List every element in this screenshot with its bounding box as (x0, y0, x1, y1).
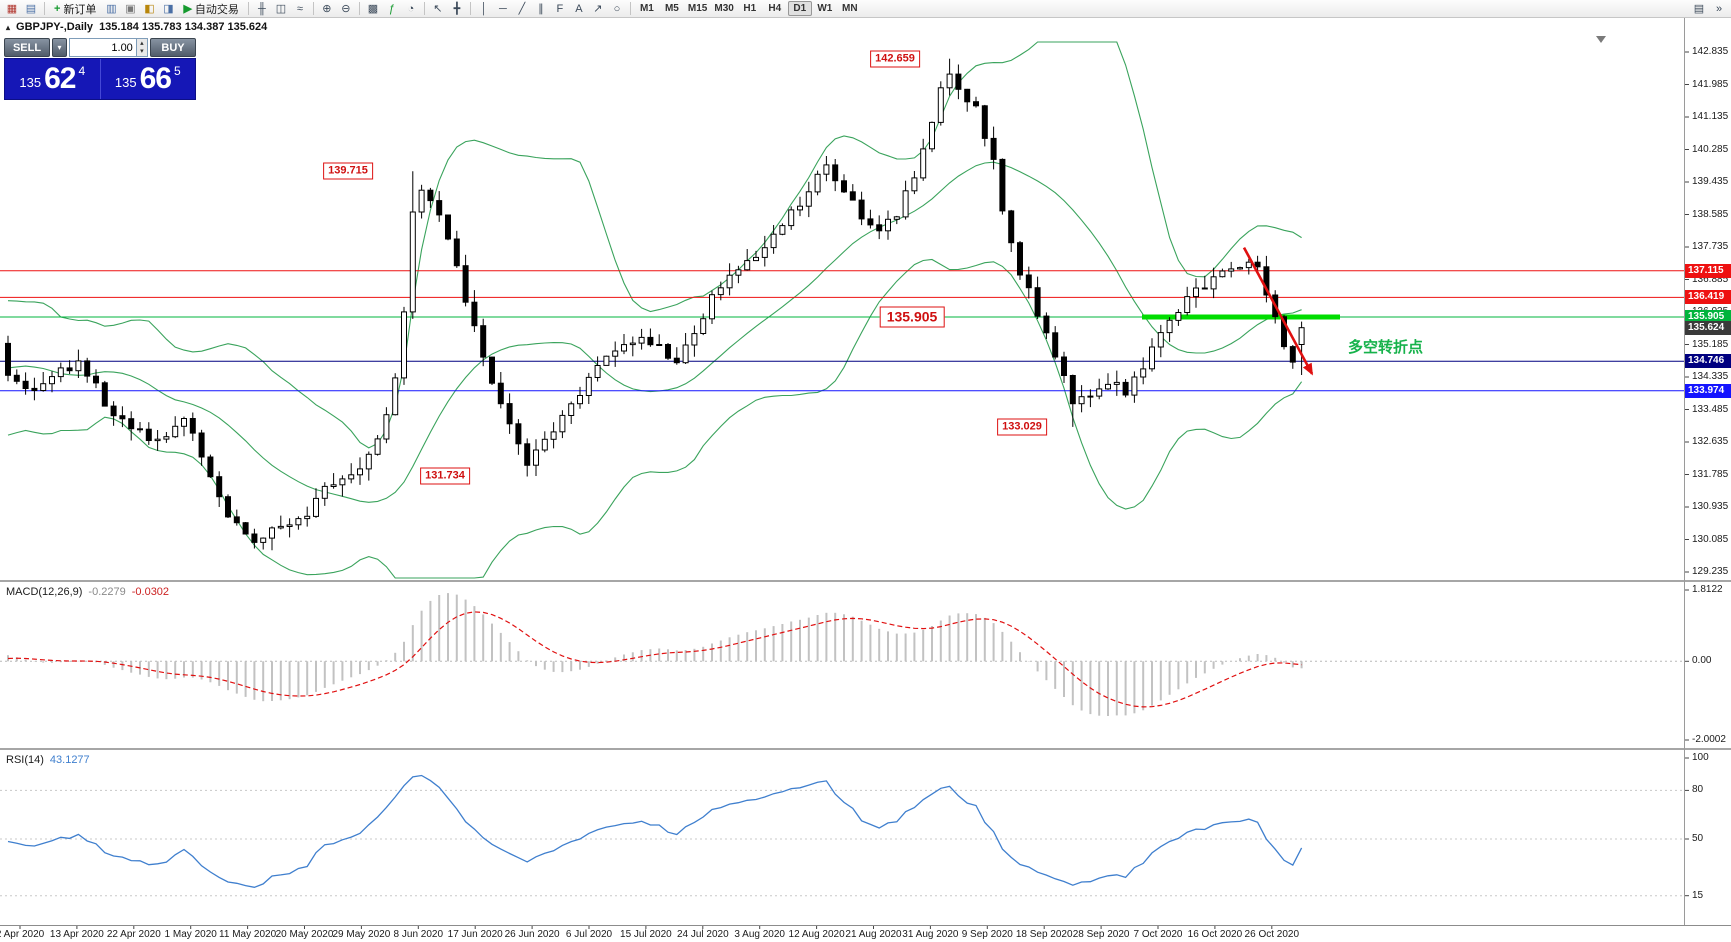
toolbars-menu-icon[interactable]: ▤ (1693, 3, 1705, 15)
timeframe-m15-button[interactable]: M15 (687, 3, 708, 14)
vertical-line-icon[interactable]: │ (480, 2, 488, 15)
trend-arrow[interactable] (1242, 246, 1314, 376)
volume-input[interactable] (70, 39, 136, 56)
buy-price-prefix: 135 (114, 74, 137, 90)
timeframe-w1-button[interactable]: W1 (817, 3, 833, 14)
sell-price-sup: 4 (78, 64, 86, 78)
volume-box: ▴ ▾ (69, 38, 148, 57)
candlestick-chart-icon[interactable]: ◫ (275, 3, 287, 15)
chart-icon: ▴ (6, 22, 11, 32)
periods-icon[interactable]: ◔ (407, 2, 415, 15)
toolbar-separator (358, 2, 360, 15)
timeframe-m5-button[interactable]: M5 (664, 3, 679, 14)
tile-windows-icon[interactable]: ▩ (367, 3, 379, 15)
timeframe-mn-button[interactable]: MN (842, 3, 858, 14)
horizontal-line-icon[interactable]: ─ (499, 2, 507, 15)
trend-annotation[interactable]: 多空转折点 (1348, 338, 1424, 356)
macd-panel-separator[interactable] (0, 580, 1731, 582)
chart-shift-marker (1596, 36, 1606, 43)
cursor-icon[interactable]: ↖ (433, 3, 443, 15)
macd-indicator-label: MACD(12,26,9) -0.2279 -0.0302 (6, 586, 169, 598)
rsi-line (7, 774, 1303, 888)
macd-name: MACD(12,26,9) (6, 586, 83, 598)
macd-value-main: -0.2279 (88, 586, 126, 598)
timeframe-m1-button[interactable]: M1 (639, 3, 654, 14)
price-axis-separator (1684, 18, 1685, 925)
toolbar-separator (312, 2, 314, 15)
price-level-lines[interactable] (0, 270, 1684, 392)
timeframe-h1-button[interactable]: H1 (743, 3, 757, 14)
market-watch-icon[interactable]: ▥ (106, 3, 117, 15)
chart-symbol-title: GBPJPY-,Daily (16, 21, 94, 33)
crosshair-icon[interactable]: ╋ (453, 3, 461, 15)
buy-button[interactable]: BUY (150, 38, 196, 57)
rsi-indicator-label: RSI(14) 43.1277 (6, 754, 90, 766)
macd-value-signal: -0.0302 (131, 586, 170, 598)
buy-quote[interactable]: 135 66 5 (101, 59, 196, 99)
profiles-icon[interactable]: ▤ (25, 3, 37, 15)
volume-dropdown-button[interactable]: ▾ (52, 38, 67, 57)
sell-button[interactable]: SELL (4, 38, 50, 57)
auto-trading-button-label: 自动交易 (194, 3, 239, 16)
rsi-panel-separator[interactable] (0, 748, 1731, 750)
navigator-icon[interactable]: ◧ (144, 3, 155, 15)
auto-trading-button[interactable]: ▶ 自动交易 (178, 1, 243, 17)
rsi-value: 43.1277 (49, 754, 90, 766)
bar-chart-icon[interactable]: ╫ (258, 2, 266, 15)
line-chart-icon[interactable]: ≈ (296, 2, 303, 15)
timeframe-m30-button[interactable]: M30 (714, 3, 734, 14)
channel-icon[interactable]: ∥ (538, 3, 544, 15)
overflow-icon[interactable]: » (1715, 2, 1723, 15)
trendline-icon[interactable]: ╱ (518, 3, 526, 15)
time-axis-separator (0, 925, 1731, 926)
sell-quote[interactable]: 135 62 4 (5, 59, 101, 99)
toolbar-separator (423, 2, 425, 15)
toolbar-separator (469, 2, 471, 15)
candlesticks (5, 58, 1305, 551)
volume-spinner: ▴ ▾ (135, 39, 147, 56)
sell-price-prefix: 135 (19, 74, 42, 90)
zoom-out-icon[interactable]: ⊖ (341, 3, 351, 15)
bollinger-bands (7, 41, 1303, 579)
rsi-name: RSI(14) (6, 754, 44, 766)
toolbar-separator (44, 2, 45, 15)
auto-trading-icon: ▶ (183, 3, 192, 15)
zoom-in-icon[interactable]: ⊕ (322, 3, 332, 15)
timeframe-h4-button[interactable]: H4 (768, 3, 782, 14)
price-quote-panel: 135 62 4 135 66 5 (4, 58, 196, 100)
toolbar-right-group: ▤» (1690, 1, 1728, 17)
chart-ohlc-values: 135.184 135.783 134.387 135.624 (99, 21, 268, 33)
data-window-icon[interactable]: ▣ (125, 3, 136, 15)
buy-price-sup: 5 (173, 64, 181, 78)
buy-price-big: 66 (139, 62, 172, 95)
bollinger-upper-band (7, 41, 1302, 449)
timeframe-d1-button[interactable]: D1 (787, 1, 812, 16)
bollinger-lower-band (7, 258, 1303, 579)
new-order-button-label: 新订单 (63, 3, 97, 16)
trade-buttons-row: SELL ▾ ▴ ▾ BUY (4, 38, 196, 57)
arrows-icon[interactable]: ↗ (593, 3, 603, 15)
shapes-icon[interactable]: ○ (613, 2, 621, 15)
one-click-trading-panel: SELL ▾ ▴ ▾ BUY 135 62 4 135 66 5 (4, 38, 196, 100)
macd-signal-line (7, 611, 1302, 708)
toolbar: ▦ ▤ + 新订单 ▥ ▣ ◧ ◨ ▶ 自动交易 ╫ ◫ ≈ ⊕ ⊖ ▩ ƒ ◔ ↖ ╋ │ ─ ╱ ∥ F A ↗ ○ M1 M5 M15… (0, 0, 1731, 18)
terminal-icon[interactable]: ◨ (163, 3, 174, 15)
fibonacci-icon[interactable]: F (556, 2, 564, 15)
macd-histogram (7, 593, 1303, 716)
indicators-icon[interactable]: ƒ (388, 2, 395, 15)
chart-caption: ▴ GBPJPY-,Daily 135.184 135.783 134.387 … (6, 21, 267, 33)
text-icon[interactable]: A (575, 2, 583, 15)
new-order-button[interactable]: + 新订单 (49, 1, 101, 17)
toolbar-separator (247, 2, 249, 15)
volume-down-button[interactable]: ▾ (136, 47, 147, 56)
volume-up-button[interactable]: ▴ (136, 39, 147, 48)
new-order-icon: + (54, 2, 61, 15)
toolbar-separator (629, 2, 631, 15)
sell-price-big: 62 (44, 62, 76, 95)
new-chart-icon[interactable]: ▦ (6, 3, 18, 15)
